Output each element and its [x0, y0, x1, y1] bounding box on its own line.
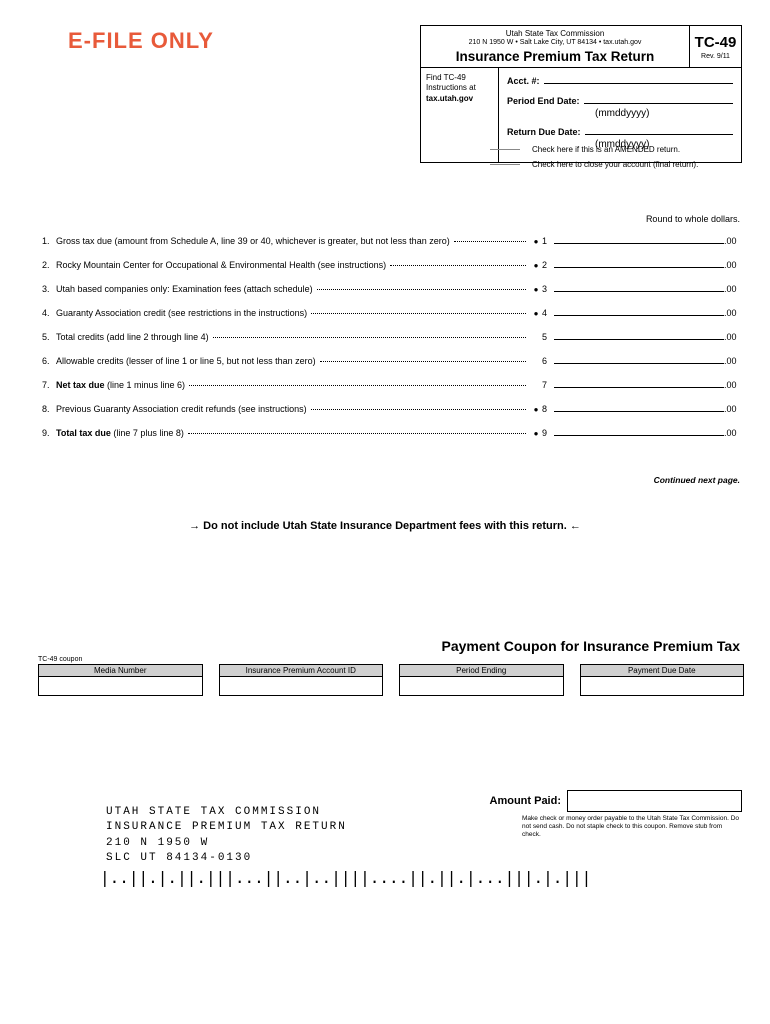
line-item: 8.Previous Guaranty Association credit r… — [42, 404, 742, 414]
continued-note: Continued next page. — [654, 475, 740, 485]
coupon-field-header: Insurance Premium Account ID — [220, 665, 383, 677]
coupon-field-header: Payment Due Date — [581, 665, 744, 677]
line-items: 1.Gross tax due (amount from Schedule A,… — [42, 236, 742, 452]
instructions-note: Find TC-49 Instructions at tax.utah.gov — [421, 68, 499, 162]
form-title: Insurance Premium Tax Return — [425, 49, 685, 64]
acct-label: Acct. #: — [507, 76, 540, 86]
coupon-field[interactable]: Insurance Premium Account ID — [219, 664, 384, 696]
line-item: 1.Gross tax due (amount from Schedule A,… — [42, 236, 742, 246]
amount-input[interactable] — [554, 435, 724, 436]
line-item: 9.Total tax due (line 7 plus line 8)●9.0… — [42, 428, 742, 438]
coupon-field-header: Media Number — [39, 665, 202, 677]
amended-checkbox[interactable] — [490, 149, 520, 150]
mailing-address: UTAH STATE TAX COMMISSION INSURANCE PREM… — [106, 805, 347, 867]
amount-input[interactable] — [554, 363, 724, 364]
efile-stamp: E-FILE ONLY — [68, 28, 214, 54]
return-due-label: Return Due Date: — [507, 127, 581, 137]
acct-input[interactable] — [544, 74, 733, 84]
return-due-input[interactable] — [585, 125, 733, 135]
close-label: Check here to close your account (final … — [532, 160, 698, 169]
form-revision: Rev. 9/11 — [692, 53, 739, 60]
date-hint-1: (mmddyyyy) — [595, 108, 649, 119]
amount-paid-note: Make check or money order payable to the… — [522, 815, 742, 838]
amount-input[interactable] — [554, 339, 724, 340]
period-end-input[interactable] — [584, 94, 733, 104]
line-item: 5.Total credits (add line 2 through line… — [42, 332, 742, 342]
postal-barcode: |..||.|.||.|||...||..|..||||....||.||.|.… — [100, 868, 591, 887]
agency-address: 210 N 1950 W • Salt Lake City, UT 84134 … — [425, 39, 685, 46]
coupon-field[interactable]: Period Ending — [399, 664, 564, 696]
coupon-boxes: Media Number Insurance Premium Account ID… — [38, 664, 744, 696]
amount-input[interactable] — [554, 291, 724, 292]
coupon-small-label: TC-49 coupon — [38, 656, 82, 663]
close-checkbox[interactable] — [490, 164, 520, 165]
amount-input[interactable] — [554, 267, 724, 268]
coupon-title: Payment Coupon for Insurance Premium Tax — [442, 638, 740, 654]
amount-paid-label: Amount Paid: — [490, 795, 562, 807]
amount-input[interactable] — [554, 411, 724, 412]
warning-text: → Do not include Utah State Insurance De… — [0, 520, 770, 532]
coupon-field[interactable]: Media Number — [38, 664, 203, 696]
line-item: 3.Utah based companies only: Examination… — [42, 284, 742, 294]
amended-label: Check here if this is an AMENDED return. — [532, 145, 680, 154]
line-item: 6.Allowable credits (lesser of line 1 or… — [42, 356, 742, 366]
amount-input[interactable] — [554, 315, 724, 316]
form-header-box: Utah State Tax Commission 210 N 1950 W •… — [420, 25, 742, 163]
coupon-field-header: Period Ending — [400, 665, 563, 677]
agency-name: Utah State Tax Commission — [425, 29, 685, 38]
line-item: 4.Guaranty Association credit (see restr… — [42, 308, 742, 318]
coupon-field[interactable]: Payment Due Date — [580, 664, 745, 696]
amount-input[interactable] — [554, 243, 724, 244]
round-note: Round to whole dollars. — [646, 214, 740, 224]
line-item: 2.Rocky Mountain Center for Occupational… — [42, 260, 742, 270]
period-end-label: Period End Date: — [507, 96, 580, 106]
form-code: TC-49 — [692, 34, 739, 51]
line-item: 7.Net tax due (line 1 minus line 6)7.00 — [42, 380, 742, 390]
amount-paid-input[interactable] — [567, 790, 742, 812]
amount-input[interactable] — [554, 387, 724, 388]
